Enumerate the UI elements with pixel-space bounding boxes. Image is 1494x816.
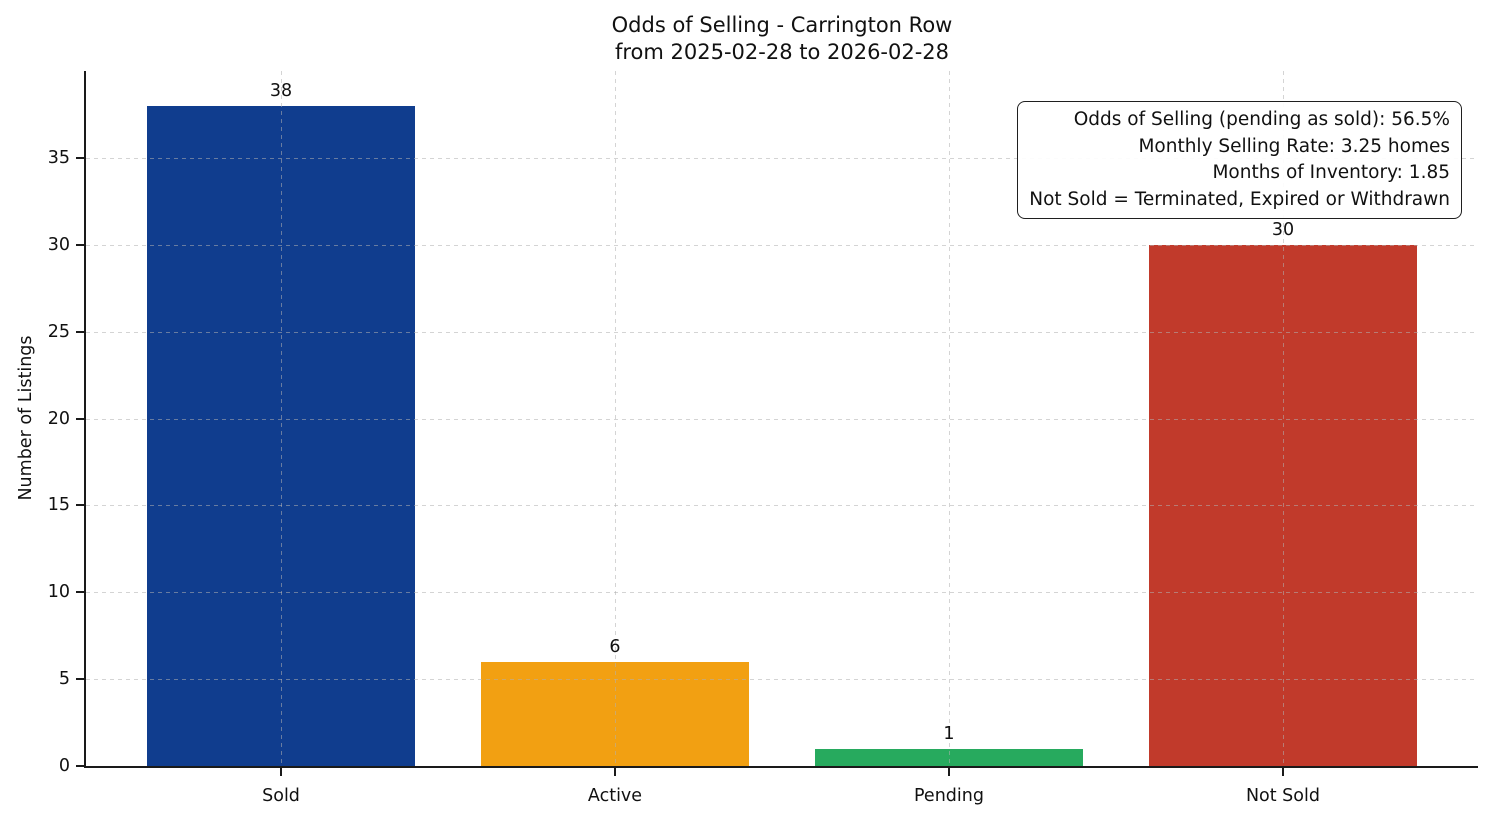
chart-subtitle: from 2025-02-28 to 2026-02-28 <box>614 40 950 64</box>
y-tick-label: 35 <box>47 147 70 168</box>
x-tick-mark <box>947 768 950 776</box>
bar-active <box>481 661 749 766</box>
bar-value-label-not-sold: 30 <box>1271 219 1295 240</box>
annotation-line: Odds of Selling (pending as sold): 56.5% <box>1073 109 1450 130</box>
gridline-vertical <box>948 71 950 766</box>
y-tick-mark <box>76 591 84 594</box>
y-tick-mark <box>76 417 84 420</box>
chart-title: Odds of Selling - Carrington Row <box>611 13 953 37</box>
x-tick-label-sold: Sold <box>262 786 300 806</box>
bar-pending <box>815 748 1083 766</box>
y-tick-label: 10 <box>47 582 70 603</box>
x-tick-label-active: Active <box>587 786 643 806</box>
chart-title-block: Odds of Selling - Carrington Row from 20… <box>86 12 1478 66</box>
y-tick-label: 0 <box>58 756 70 776</box>
y-tick-label: 20 <box>47 408 70 429</box>
y-axis-spine <box>84 71 86 766</box>
y-tick-label: 5 <box>58 669 70 690</box>
annotation-line: Not Sold = Terminated, Expired or Withdr… <box>1029 188 1450 210</box>
y-tick-mark <box>76 678 84 681</box>
annotation-box: Odds of Selling (pending as sold): 56.5%… <box>1017 101 1462 219</box>
y-tick-label: 15 <box>47 495 70 516</box>
annotation-line: Months of Inventory: 1.85 <box>1212 162 1450 183</box>
y-tick-mark <box>76 156 84 159</box>
y-tick-mark <box>76 243 84 246</box>
bar-value-label-sold: 38 <box>269 80 293 101</box>
y-tick-mark <box>76 330 84 333</box>
x-axis-spine <box>84 765 1478 768</box>
bar-value-label-active: 6 <box>609 636 621 657</box>
x-tick-label-not-sold: Not Sold <box>1245 786 1320 806</box>
bar-sold <box>147 105 415 766</box>
x-tick-mark <box>614 768 616 776</box>
bar-not-sold <box>1149 244 1417 766</box>
annotation-line: Monthly Selling Rate: 3.25 homes <box>1138 135 1450 157</box>
y-tick-label: 25 <box>47 321 70 342</box>
plot-area: 0 5 10 15 20 25 30 35 Sold 38 Active 6 Pending 1 Not S… <box>48 71 1478 806</box>
bar-value-label-pending: 1 <box>943 723 955 744</box>
x-tick-mark <box>1281 768 1284 776</box>
y-tick-mark <box>76 504 84 507</box>
x-tick-mark <box>280 768 283 776</box>
y-tick-label: 30 <box>47 234 70 255</box>
y-tick-mark <box>76 765 84 767</box>
x-tick-label-pending: Pending <box>914 786 984 806</box>
